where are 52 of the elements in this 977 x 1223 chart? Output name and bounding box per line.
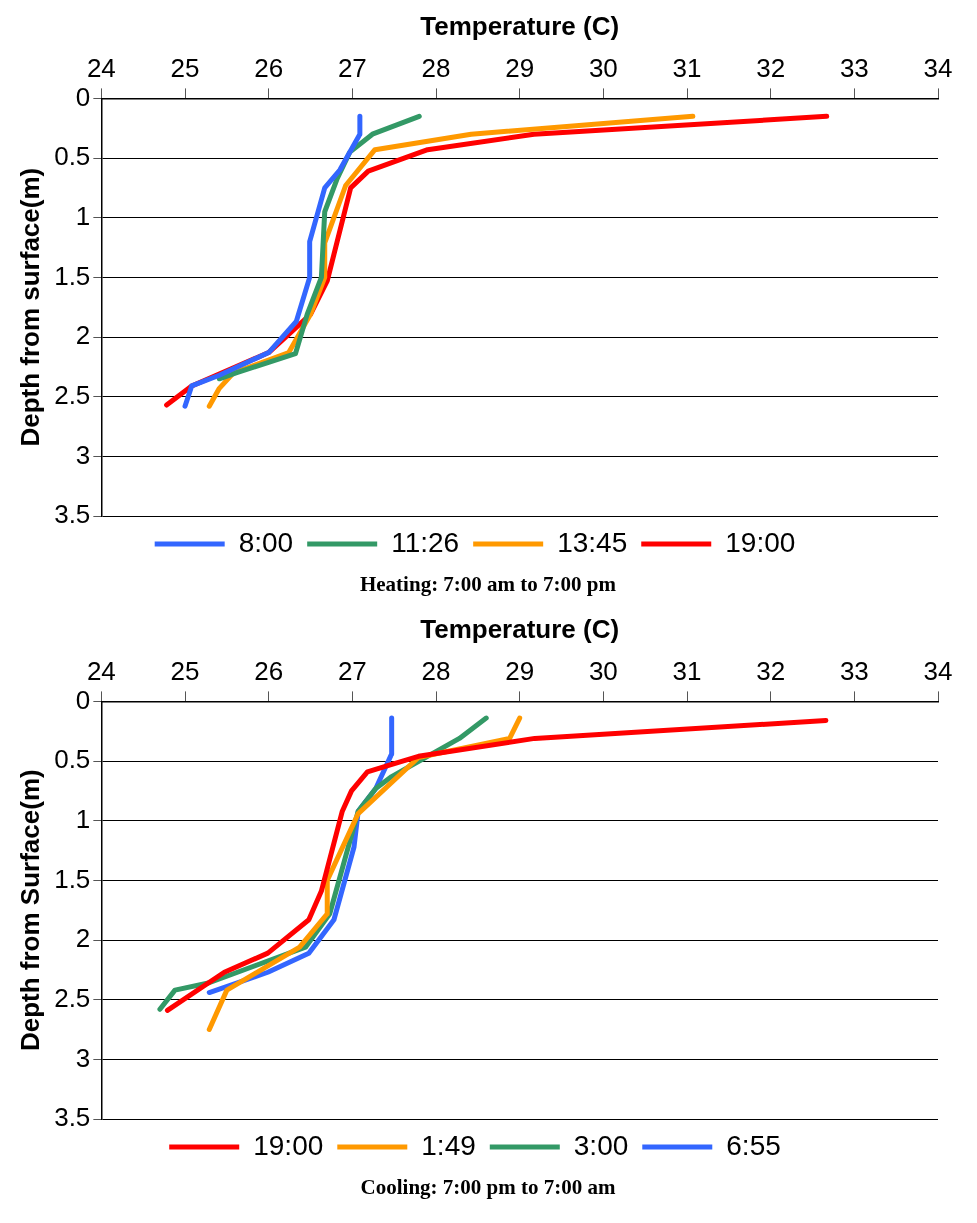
y-tick-label: 1: [75, 200, 91, 231]
x-tick-label: 30: [588, 655, 618, 686]
x-tick-label: 24: [86, 52, 116, 83]
y-tick-label: 0: [75, 81, 91, 112]
y-axis-title: Depth from Surface(m): [14, 769, 45, 1052]
legend-label: 11:26: [391, 526, 460, 558]
x-tick-label: 29: [505, 52, 535, 83]
legend-label: 1:49: [421, 1129, 476, 1161]
x-tick-label: 24: [86, 655, 116, 686]
y-tick-label: 0: [75, 684, 91, 715]
x-tick-label: 34: [923, 655, 953, 686]
y-tick-label: 2.5: [54, 379, 91, 410]
y-tick-label: 3: [75, 1042, 91, 1073]
text: Heating: 7:00 am to 7:00 pm: [358, 572, 618, 597]
legend-label: 19:00: [253, 1129, 324, 1161]
x-tick-label: 33: [839, 52, 869, 83]
x-tick-label: 25: [170, 52, 200, 83]
y-tick-label: 3: [75, 439, 91, 470]
x-axis-title: Temperature (C): [420, 10, 620, 41]
y-tick-label: 0.5: [54, 744, 91, 775]
y-tick-label: 2: [75, 320, 91, 351]
y-tick-label: 0.5: [54, 141, 91, 172]
x-tick-label: 30: [588, 52, 618, 83]
y-tick-label: 2.5: [54, 982, 91, 1013]
x-tick-label: 26: [254, 655, 284, 686]
legend-label: 13:45: [557, 526, 628, 558]
y-tick-label: 1.5: [54, 863, 91, 894]
y-axis-title: Depth from surface(m): [14, 167, 45, 447]
x-tick-label: 32: [756, 52, 786, 83]
x-axis-title: Temperature (C): [420, 613, 620, 644]
legend-label: 19:00: [725, 526, 796, 558]
text: Cooling: 7:00 pm to 7:00 am: [359, 1175, 617, 1200]
y-tick-label: 3.5: [54, 1102, 91, 1133]
y-tick-label: 3.5: [54, 499, 91, 530]
x-tick-label: 34: [923, 52, 953, 83]
x-tick-label: 28: [421, 655, 451, 686]
y-tick-label: 1: [75, 803, 91, 834]
x-tick-label: 31: [672, 655, 702, 686]
x-tick-label: 33: [839, 655, 869, 686]
x-tick-label: 31: [672, 52, 702, 83]
x-tick-label: 27: [337, 52, 367, 83]
x-tick-label: 25: [170, 655, 200, 686]
legend-label: 8:00: [238, 526, 294, 558]
y-tick-label: 2: [75, 923, 91, 954]
x-tick-label: 26: [254, 52, 284, 83]
legend-label: 6:55: [726, 1129, 781, 1161]
x-tick-label: 28: [421, 52, 451, 83]
x-tick-label: 27: [337, 655, 367, 686]
x-tick-label: 32: [756, 655, 786, 686]
y-tick-label: 1.5: [54, 260, 91, 291]
legend-label: 3:00: [573, 1129, 629, 1161]
x-tick-label: 29: [505, 655, 535, 686]
